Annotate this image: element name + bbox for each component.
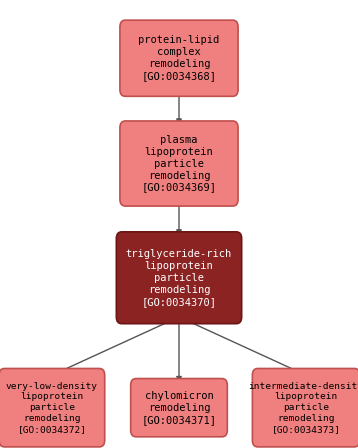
Text: protein-lipid
complex
remodeling
[GO:0034368]: protein-lipid complex remodeling [GO:003…	[139, 35, 219, 81]
FancyBboxPatch shape	[252, 368, 358, 447]
Text: intermediate-density
lipoprotein
particle
remodeling
[GO:0034373]: intermediate-density lipoprotein particl…	[248, 382, 358, 434]
Text: plasma
lipoprotein
particle
remodeling
[GO:0034369]: plasma lipoprotein particle remodeling […	[141, 134, 217, 193]
FancyBboxPatch shape	[120, 20, 238, 96]
Text: chylomicron
remodeling
[GO:0034371]: chylomicron remodeling [GO:0034371]	[141, 391, 217, 425]
Text: very-low-density
lipoprotein
particle
remodeling
[GO:0034372]: very-low-density lipoprotein particle re…	[6, 382, 98, 434]
FancyBboxPatch shape	[0, 368, 105, 447]
FancyBboxPatch shape	[116, 232, 242, 323]
Text: triglyceride-rich
lipoprotein
particle
remodeling
[GO:0034370]: triglyceride-rich lipoprotein particle r…	[126, 249, 232, 307]
FancyBboxPatch shape	[120, 121, 238, 206]
FancyBboxPatch shape	[131, 379, 227, 437]
